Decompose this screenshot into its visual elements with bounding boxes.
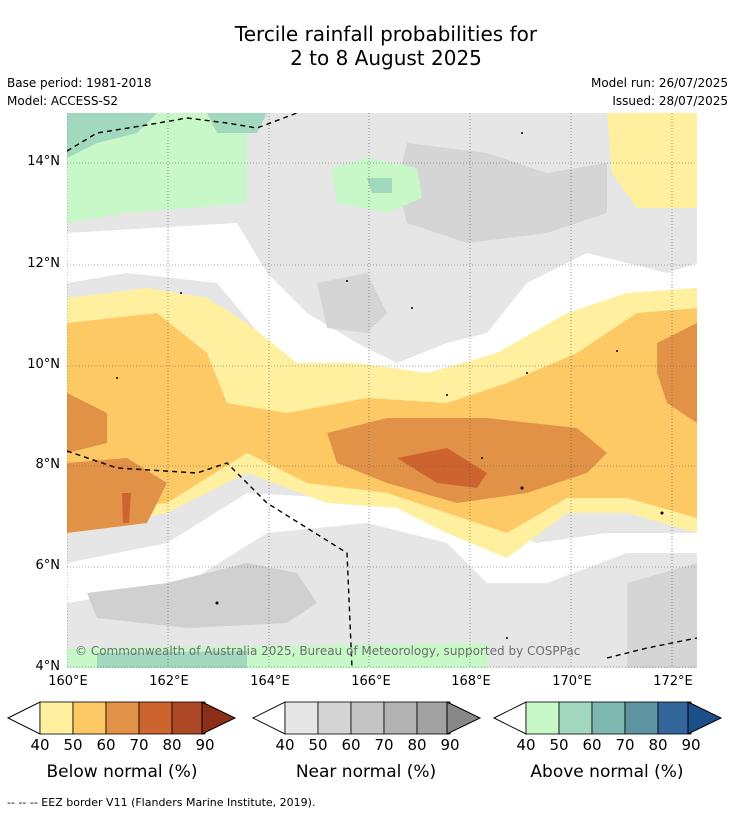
cb-below-tick: 90 bbox=[195, 736, 215, 754]
cb-above-tick: 40 bbox=[516, 736, 536, 754]
colorbar-below-normal bbox=[6, 701, 237, 735]
probability-map: © Commonwealth of Australia 2025, Bureau… bbox=[67, 113, 697, 668]
cb-below-cell bbox=[171, 701, 206, 735]
lat-label-6n: 6°N bbox=[35, 558, 61, 573]
cb-above-cell bbox=[657, 701, 692, 735]
above-normal-south-dark bbox=[97, 651, 247, 668]
lon-label-160e: 160°E bbox=[48, 674, 88, 689]
cb-below-cells bbox=[39, 701, 206, 735]
near-normal-patch-north bbox=[397, 143, 607, 243]
islands bbox=[116, 132, 664, 639]
cb-below-cell bbox=[39, 701, 74, 735]
eez-footnote: -- -- -- EEZ border V11 (Flanders Marine… bbox=[7, 796, 316, 809]
above-normal-northwest bbox=[67, 113, 247, 223]
cb-below-tick: 80 bbox=[162, 736, 182, 754]
cb-below-low-arrow bbox=[6, 701, 41, 735]
cb-near-tick: 70 bbox=[374, 736, 394, 754]
above-normal-northwest-dark bbox=[67, 113, 157, 158]
cb-below-cell bbox=[138, 701, 173, 735]
cb-above-cells bbox=[525, 701, 692, 735]
meta-left: Base period: 1981-2018 Model: ACCESS-S2 bbox=[7, 74, 152, 110]
cb-near-high-arrow bbox=[446, 701, 482, 735]
above-normal-northwest-dark-2 bbox=[207, 113, 267, 133]
cb-below-cell bbox=[72, 701, 107, 735]
lat-label-4n: 4°N bbox=[35, 659, 61, 674]
lon-label-170e: 170°E bbox=[552, 674, 592, 689]
cb-below-tick: 40 bbox=[30, 736, 50, 754]
lat-label-10n: 10°N bbox=[27, 357, 60, 372]
near-normal-patch-south bbox=[87, 563, 317, 628]
above-normal-label: Above normal (%) bbox=[530, 762, 684, 782]
colorbar-above-normal bbox=[492, 701, 723, 735]
cb-near-cell bbox=[317, 701, 352, 735]
copyright-text: © Commonwealth of Australia 2025, Bureau… bbox=[75, 644, 581, 658]
below-normal-northeast bbox=[607, 113, 697, 208]
model-run: Model run: 26/07/2025 bbox=[590, 76, 728, 90]
cb-near-tick: 50 bbox=[308, 736, 328, 754]
cb-above-cell bbox=[624, 701, 659, 735]
cb-near-cell bbox=[284, 701, 319, 735]
near-normal-label: Near normal (%) bbox=[295, 762, 437, 782]
lon-label-172e: 172°E bbox=[653, 674, 693, 689]
map-title: Tercile rainfall probabilities for 2 to … bbox=[0, 22, 736, 70]
colorbar-near-normal bbox=[251, 701, 482, 735]
cb-above-tick: 70 bbox=[615, 736, 635, 754]
white-band-south bbox=[67, 493, 697, 603]
cb-above-tick: 90 bbox=[681, 736, 701, 754]
near-normal-patch-mid bbox=[317, 273, 387, 333]
cb-above-cell bbox=[591, 701, 626, 735]
cb-above-low-arrow bbox=[492, 701, 527, 735]
cb-below-high-arrow bbox=[201, 701, 237, 735]
cb-near-tick: 60 bbox=[341, 736, 361, 754]
model-name: Model: ACCESS-S2 bbox=[7, 94, 119, 108]
above-normal-north-patch-dark bbox=[367, 178, 392, 193]
cb-above-cell bbox=[525, 701, 560, 735]
issued-date: Issued: 28/07/2025 bbox=[612, 94, 728, 108]
eez-border bbox=[67, 113, 697, 668]
cb-above-tick: 50 bbox=[549, 736, 569, 754]
cb-above-cell bbox=[558, 701, 593, 735]
lon-label-162e: 162°E bbox=[149, 674, 189, 689]
below-normal-east-60 bbox=[657, 323, 697, 423]
cb-below-tick: 70 bbox=[129, 736, 149, 754]
meta-right: Model run: 26/07/2025 Issued: 28/07/2025 bbox=[591, 74, 728, 110]
cb-near-tick: 40 bbox=[275, 736, 295, 754]
cb-below-tick: 60 bbox=[96, 736, 116, 754]
lat-label-8n: 8°N bbox=[35, 457, 61, 472]
below-normal-west-60b bbox=[67, 458, 167, 533]
cb-near-tick: 90 bbox=[440, 736, 460, 754]
lon-label-164e: 164°E bbox=[250, 674, 290, 689]
title-line-2: 2 to 8 August 2025 bbox=[290, 46, 482, 70]
cb-above-tick: 80 bbox=[648, 736, 668, 754]
below-normal-west-70 bbox=[122, 493, 131, 523]
lon-label-168e: 168°E bbox=[451, 674, 491, 689]
below-normal-west-60a bbox=[67, 393, 107, 453]
cb-near-cell bbox=[383, 701, 418, 735]
base-period: Base period: 1981-2018 bbox=[7, 76, 152, 90]
graticule bbox=[67, 113, 697, 668]
below-normal-label: Below normal (%) bbox=[46, 762, 198, 782]
lon-label-166e: 166°E bbox=[351, 674, 391, 689]
cb-near-cell bbox=[350, 701, 385, 735]
cb-above-high-arrow bbox=[687, 701, 723, 735]
lat-label-14n: 14°N bbox=[27, 154, 60, 169]
cb-below-cell bbox=[105, 701, 140, 735]
cb-below-tick: 50 bbox=[63, 736, 83, 754]
cb-near-cell bbox=[416, 701, 451, 735]
cb-near-cells bbox=[284, 701, 451, 735]
below-normal-band-70 bbox=[397, 448, 487, 488]
lat-label-12n: 12°N bbox=[27, 256, 60, 271]
map-canvas bbox=[67, 113, 697, 668]
cb-above-tick: 60 bbox=[582, 736, 602, 754]
cb-near-tick: 80 bbox=[407, 736, 427, 754]
cb-near-low-arrow bbox=[251, 701, 286, 735]
title-line-1: Tercile rainfall probabilities for bbox=[234, 22, 538, 46]
